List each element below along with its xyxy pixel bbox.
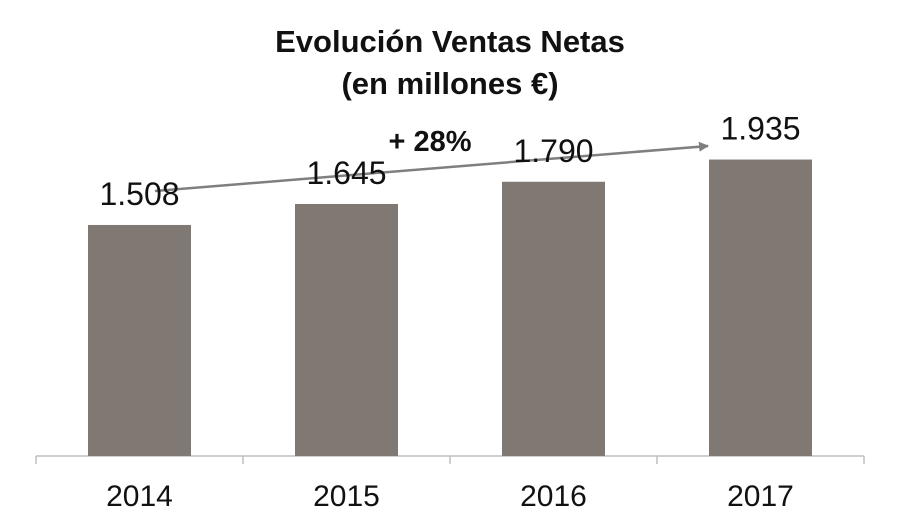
x-tick-label-2016: 2016 [520, 480, 587, 513]
data-label-2015: 1.645 [306, 155, 386, 191]
x-tick-label-2014: 2014 [106, 480, 173, 513]
data-label-2014: 1.508 [99, 176, 179, 212]
bar-2015 [295, 203, 398, 456]
data-label-2017: 1.935 [720, 111, 800, 147]
chart-subtitle: (en millones €) [341, 66, 559, 101]
bar-2017 [709, 159, 812, 456]
bar-2014 [88, 224, 191, 456]
growth-annotation: + 28% [388, 126, 471, 158]
growth-arrow [154, 141, 709, 193]
data-label-2016: 1.790 [513, 133, 593, 169]
chart-title: Evolución Ventas Netas [275, 24, 625, 59]
x-tick-label-2017: 2017 [727, 480, 794, 513]
x-tick-label-2015: 2015 [313, 480, 380, 513]
bar-2016 [502, 181, 605, 456]
